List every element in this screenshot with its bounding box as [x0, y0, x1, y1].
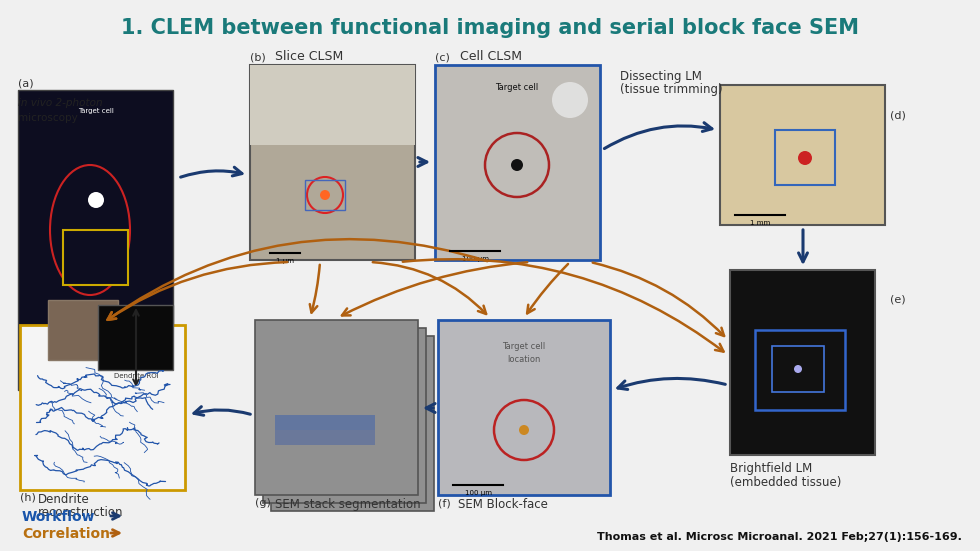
- Text: (e): (e): [890, 295, 906, 305]
- Circle shape: [320, 190, 330, 200]
- Bar: [275, 415, 375, 430]
- Text: (tissue trimming): (tissue trimming): [620, 83, 722, 96]
- Text: 100 μm: 100 μm: [462, 256, 488, 262]
- Bar: [18, 90, 173, 390]
- Bar: [250, 65, 415, 145]
- Text: location: location: [508, 355, 541, 364]
- Text: Workflow: Workflow: [22, 510, 95, 524]
- Bar: [20, 325, 185, 490]
- Bar: [730, 270, 875, 455]
- Text: microscopy: microscopy: [18, 113, 77, 123]
- Bar: [255, 320, 418, 495]
- Text: Cell CLSM: Cell CLSM: [460, 50, 522, 63]
- Text: (g): (g): [255, 498, 270, 508]
- Bar: [772, 346, 824, 392]
- Bar: [271, 336, 434, 511]
- Text: (b): (b): [250, 53, 266, 63]
- Text: Slice CLSM: Slice CLSM: [275, 50, 343, 63]
- Bar: [275, 430, 375, 445]
- Bar: [775, 130, 835, 185]
- Text: (c): (c): [435, 53, 450, 63]
- Text: (f): (f): [438, 498, 451, 508]
- Bar: [720, 85, 885, 225]
- Text: Dendrite: Dendrite: [38, 493, 90, 506]
- Bar: [305, 180, 345, 210]
- Circle shape: [88, 192, 104, 208]
- Bar: [250, 65, 415, 260]
- Circle shape: [794, 365, 802, 373]
- Text: Target cell: Target cell: [503, 342, 546, 351]
- Bar: [263, 328, 426, 503]
- Bar: [435, 65, 600, 260]
- Text: Thomas et al. Microsc Microanal. 2021 Feb;27(1):156-169.: Thomas et al. Microsc Microanal. 2021 Fe…: [597, 532, 962, 542]
- Text: Target cell: Target cell: [78, 108, 114, 114]
- Text: SEM stack segmentation: SEM stack segmentation: [275, 498, 420, 511]
- Text: Dissecting LM: Dissecting LM: [620, 70, 702, 83]
- Text: 1 μm: 1 μm: [276, 258, 294, 264]
- Circle shape: [511, 159, 523, 171]
- Text: SEM Block-face: SEM Block-face: [458, 498, 548, 511]
- Bar: [63, 230, 128, 285]
- Text: (a): (a): [18, 78, 33, 88]
- Text: in vivo 2-photon: in vivo 2-photon: [18, 98, 103, 108]
- Text: 100 μm: 100 μm: [465, 490, 492, 496]
- Bar: [48, 300, 118, 360]
- Text: Target cell: Target cell: [495, 83, 539, 92]
- Circle shape: [798, 151, 812, 165]
- Text: 1 mm: 1 mm: [750, 220, 770, 226]
- Bar: [98, 305, 173, 370]
- Text: Brightfield LM: Brightfield LM: [730, 462, 812, 475]
- Circle shape: [519, 425, 529, 435]
- Text: (d): (d): [890, 110, 906, 120]
- Text: 1. CLEM between functional imaging and serial block face SEM: 1. CLEM between functional imaging and s…: [121, 18, 859, 38]
- Text: Dendrite ROI: Dendrite ROI: [114, 373, 159, 379]
- Circle shape: [552, 82, 588, 118]
- Text: (h): (h): [20, 493, 36, 503]
- Text: reconstruction: reconstruction: [38, 506, 123, 519]
- Bar: [755, 330, 845, 410]
- Text: Correlation: Correlation: [22, 527, 110, 541]
- Text: (embedded tissue): (embedded tissue): [730, 476, 842, 489]
- Bar: [438, 320, 610, 495]
